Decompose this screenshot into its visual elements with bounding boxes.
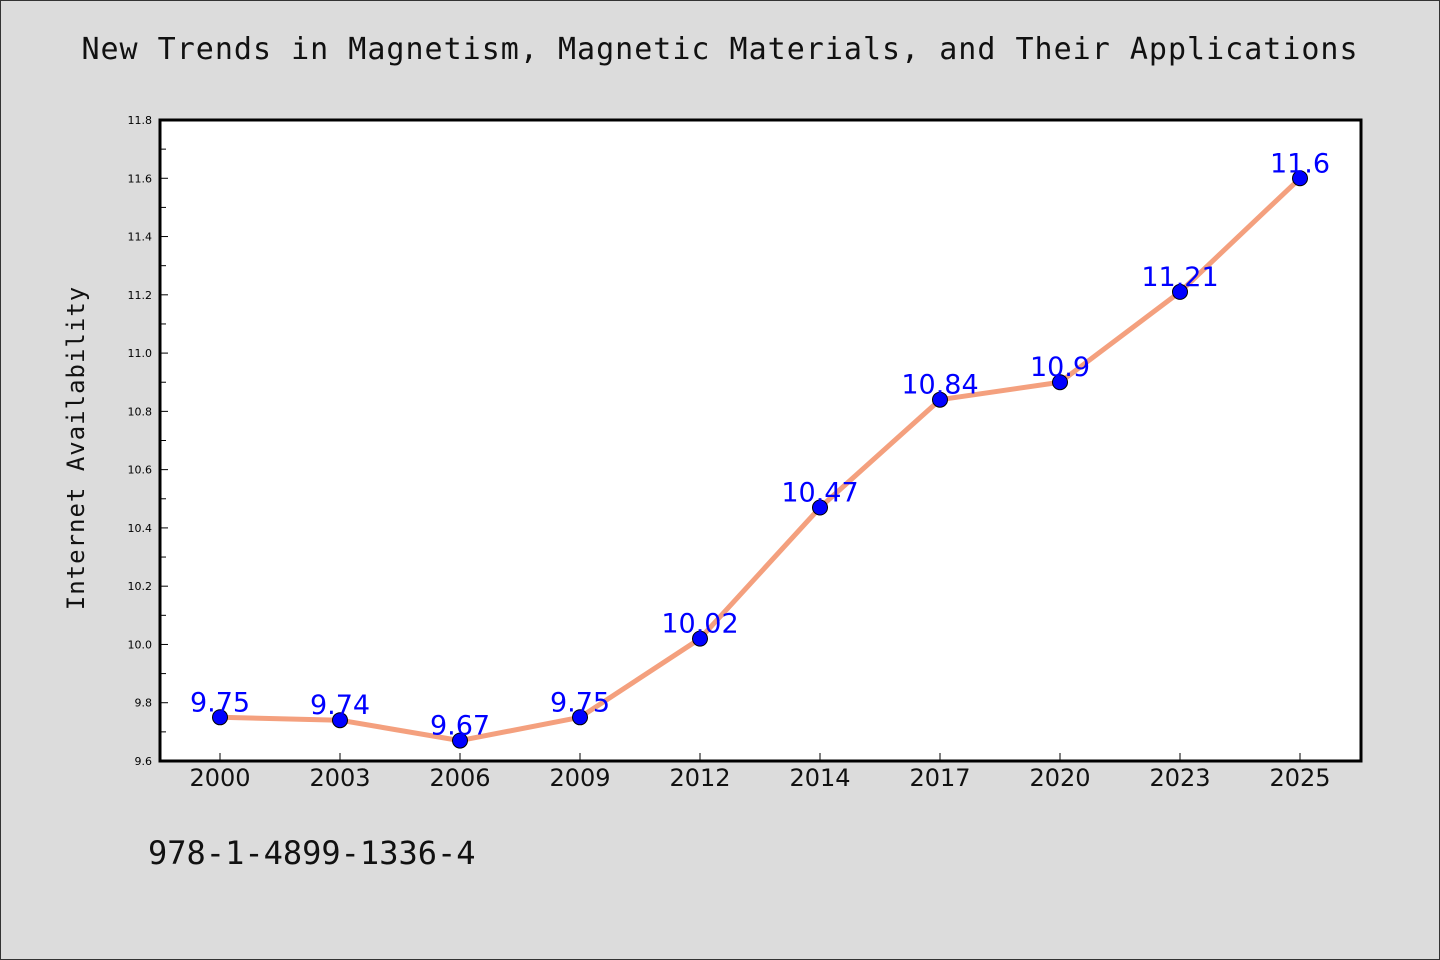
- y-tick-label: 9.6: [135, 755, 153, 768]
- y-tick-label: 10.2: [128, 580, 153, 593]
- x-tick-label: 2009: [549, 764, 610, 792]
- data-point: [572, 709, 588, 726]
- y-tick-label: 9.8: [135, 697, 153, 710]
- series-group: [212, 170, 1308, 749]
- data-point: [452, 732, 468, 749]
- y-tick-label: 10.0: [128, 638, 153, 651]
- data-label: 10.9: [1030, 352, 1090, 383]
- x-tick-label: 2000: [189, 764, 250, 792]
- x-tick-label: 2020: [1029, 764, 1090, 792]
- data-point: [1292, 170, 1308, 187]
- data-label: 10.47: [781, 478, 858, 509]
- y-tick-label: 11.2: [128, 289, 153, 302]
- x-tick-label: 2012: [669, 764, 730, 792]
- series-line: [217, 175, 1303, 744]
- data-label: 9.75: [550, 687, 610, 718]
- y-tick-label: 11.4: [128, 231, 153, 244]
- data-label: 9.75: [190, 687, 250, 718]
- data-label: 9.74: [310, 690, 370, 721]
- x-tick-label: 2023: [1149, 764, 1210, 792]
- data-label: 10.84: [901, 370, 978, 401]
- data-label: 10.02: [661, 609, 738, 640]
- x-tick-label: 2006: [429, 764, 490, 792]
- x-tick-label: 2003: [309, 764, 370, 792]
- x-tick-label: 2025: [1269, 764, 1330, 792]
- x-axis: 2000 2003 2006 2009 2012 2014 2017 2020 2023 2025: [189, 753, 1331, 792]
- x-tick-label: 2017: [909, 764, 970, 792]
- data-point: [692, 630, 708, 647]
- data-labels: 9.75 9.74 9.67 9.75 10.02 10.47 10.84 10.9 11.21…: [190, 148, 1330, 741]
- x-tick-label: 2014: [789, 764, 850, 792]
- data-label: 11.6: [1270, 148, 1330, 179]
- data-label: 11.21: [1141, 262, 1218, 293]
- chart-title: New Trends in Magnetism, Magnetic Materi…: [81, 32, 1359, 67]
- data-point: [1172, 283, 1188, 300]
- data-point: [332, 712, 348, 729]
- y-tick-label: 10.4: [128, 522, 153, 535]
- data-point: [1052, 374, 1068, 391]
- y-tick-label: 11.8: [128, 114, 153, 127]
- y-tick-label: 11.6: [128, 172, 153, 185]
- plot-area: [158, 118, 1363, 763]
- isbn-code: 978-1-4899-1336-4: [148, 834, 476, 872]
- y-tick-label: 10.8: [128, 405, 153, 418]
- y-tick-label: 11.0: [128, 347, 153, 360]
- data-point: [212, 709, 228, 726]
- data-label: 9.67: [430, 711, 490, 742]
- y-tick-label: 10.6: [128, 464, 153, 477]
- data-point: [932, 391, 948, 408]
- data-point: [812, 499, 828, 516]
- y-axis: 9.6 9.8 10.0 10.2 10.4 10.6 10.8 11.0 11.2 11.4 11…: [128, 114, 168, 768]
